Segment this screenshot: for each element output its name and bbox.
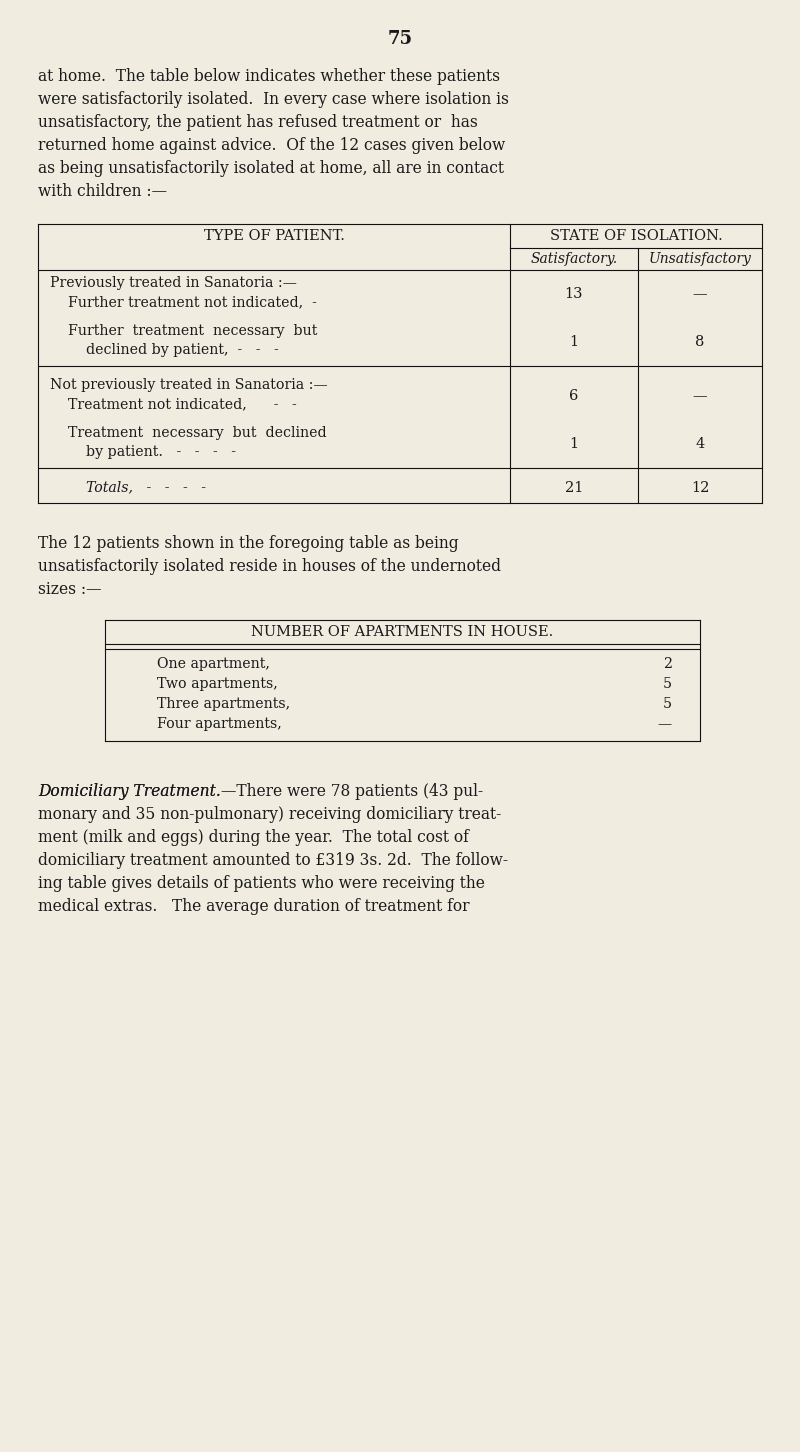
Text: sizes :—: sizes :—	[38, 581, 102, 598]
Text: 12: 12	[691, 482, 709, 495]
Text: 5: 5	[663, 677, 672, 691]
Text: NUMBER OF APARTMENTS IN HOUSE.: NUMBER OF APARTMENTS IN HOUSE.	[251, 624, 554, 639]
Text: unsatisfactorily isolated reside in houses of the undernoted: unsatisfactorily isolated reside in hous…	[38, 558, 501, 575]
Text: Further  treatment  necessary  but: Further treatment necessary but	[50, 324, 318, 338]
Text: Treatment  necessary  but  declined: Treatment necessary but declined	[50, 425, 326, 440]
Text: Treatment not indicated,      -   -: Treatment not indicated, - -	[50, 396, 297, 411]
Text: —There were 78 patients (43 pul-: —There were 78 patients (43 pul-	[221, 783, 483, 800]
Text: Totals,   -   -   -   -: Totals, - - - -	[50, 481, 206, 494]
Text: domiciliary treatment amounted to £319 3s. 2d.  The follow-: domiciliary treatment amounted to £319 3…	[38, 852, 508, 868]
Text: Previously treated in Sanatoria :—: Previously treated in Sanatoria :—	[50, 276, 297, 290]
Text: Not previously treated in Sanatoria :—: Not previously treated in Sanatoria :—	[50, 378, 328, 392]
Text: 21: 21	[565, 482, 583, 495]
Text: unsatisfactory, the patient has refused treatment or  has: unsatisfactory, the patient has refused …	[38, 115, 478, 131]
Text: Satisfactory.: Satisfactory.	[530, 253, 618, 266]
Text: declined by patient,  -   -   -: declined by patient, - - -	[50, 343, 278, 357]
Text: by patient.   -   -   -   -: by patient. - - - -	[50, 444, 236, 459]
Text: ing table gives details of patients who were receiving the: ing table gives details of patients who …	[38, 876, 485, 892]
Text: were satisfactorily isolated.  In every case where isolation is: were satisfactorily isolated. In every c…	[38, 91, 509, 107]
Text: 8: 8	[695, 335, 705, 348]
Text: The 12 patients shown in the foregoing table as being: The 12 patients shown in the foregoing t…	[38, 534, 458, 552]
Text: —: —	[693, 287, 707, 301]
Text: as being unsatisfactorily isolated at home, all are in contact: as being unsatisfactorily isolated at ho…	[38, 160, 504, 177]
Text: TYPE OF PATIENT.: TYPE OF PATIENT.	[203, 229, 345, 242]
Text: 4: 4	[695, 437, 705, 452]
Text: Two apartments,: Two apartments,	[157, 677, 278, 691]
Text: Four apartments,: Four apartments,	[157, 717, 282, 730]
Text: Unsatisfactory: Unsatisfactory	[649, 253, 751, 266]
Text: Domiciliary Treatment.: Domiciliary Treatment.	[38, 783, 221, 800]
Text: STATE OF ISOLATION.: STATE OF ISOLATION.	[550, 229, 722, 242]
Text: at home.  The table below indicates whether these patients: at home. The table below indicates wheth…	[38, 68, 500, 86]
Text: 1: 1	[570, 335, 578, 348]
Text: 2: 2	[663, 656, 672, 671]
Text: 5: 5	[663, 697, 672, 711]
Text: —: —	[693, 389, 707, 404]
Text: Further treatment not indicated,  -: Further treatment not indicated, -	[50, 295, 317, 309]
Text: medical extras.   The average duration of treatment for: medical extras. The average duration of …	[38, 897, 470, 915]
Text: Domiciliary Treatment.: Domiciliary Treatment.	[38, 783, 221, 800]
Text: Three apartments,: Three apartments,	[157, 697, 290, 711]
Text: 13: 13	[565, 287, 583, 301]
Text: 1: 1	[570, 437, 578, 452]
Text: One apartment,: One apartment,	[157, 656, 270, 671]
Text: ment (milk and eggs) during the year.  The total cost of: ment (milk and eggs) during the year. Th…	[38, 829, 469, 847]
Text: monary and 35 non-pulmonary) receiving domiciliary treat-: monary and 35 non-pulmonary) receiving d…	[38, 806, 502, 823]
Text: —: —	[658, 717, 672, 730]
Text: 75: 75	[387, 30, 413, 48]
Text: 6: 6	[570, 389, 578, 404]
Text: returned home against advice.  Of the 12 cases given below: returned home against advice. Of the 12 …	[38, 136, 506, 154]
Text: with children :—: with children :—	[38, 183, 167, 200]
